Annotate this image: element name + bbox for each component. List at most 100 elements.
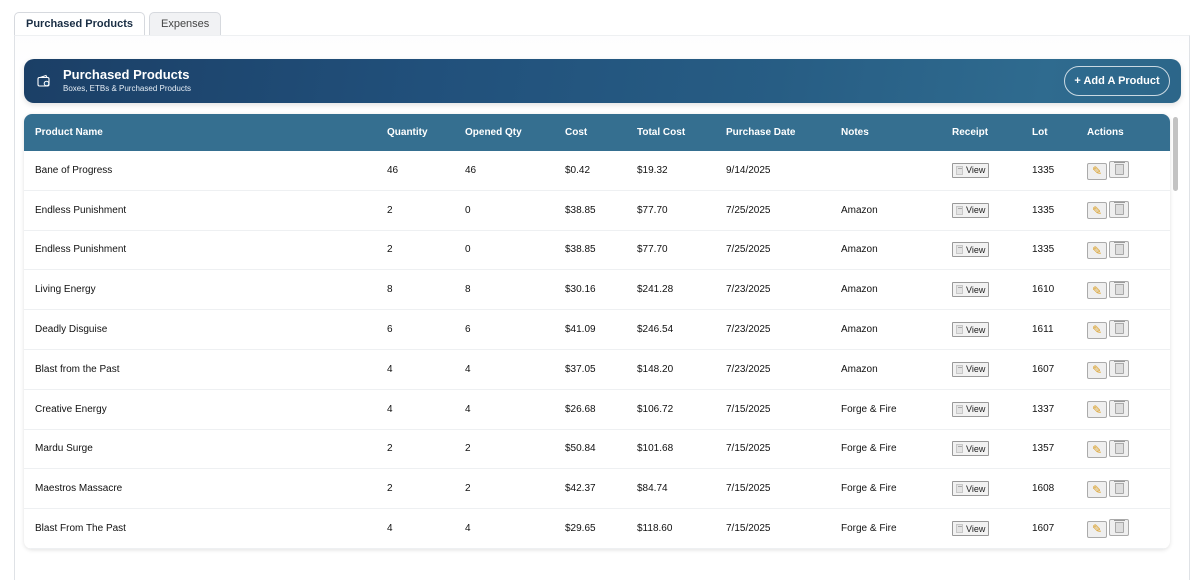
edit-button[interactable]: ✎ bbox=[1087, 441, 1107, 459]
view-receipt-button[interactable]: View bbox=[952, 521, 990, 537]
delete-button[interactable] bbox=[1109, 320, 1129, 338]
table-row: Bane of Progress 46 46 $0.42 $19.32 9/14… bbox=[24, 151, 1170, 191]
column-header-quantity: Quantity bbox=[387, 127, 428, 138]
delete-button[interactable] bbox=[1109, 200, 1129, 218]
cell-opened-qty: 4 bbox=[465, 523, 471, 535]
delete-button[interactable] bbox=[1109, 360, 1129, 378]
cell-product-name: Maestros Massacre bbox=[35, 483, 123, 495]
edit-button[interactable]: ✎ bbox=[1087, 162, 1107, 180]
cell-purchase-date: 7/23/2025 bbox=[726, 363, 771, 375]
column-header-total-cost: Total Cost bbox=[637, 127, 686, 138]
cell-actions: ✎ bbox=[1087, 280, 1157, 300]
cell-purchase-date: 9/14/2025 bbox=[726, 164, 771, 176]
trash-icon bbox=[1113, 400, 1125, 414]
tab-bar: Purchased Products Expenses bbox=[14, 12, 222, 37]
delete-button[interactable] bbox=[1109, 399, 1129, 417]
section-subtitle: Boxes, ETBs & Purchased Products bbox=[63, 84, 192, 93]
view-receipt-button[interactable]: View bbox=[952, 481, 990, 497]
delete-button[interactable] bbox=[1109, 280, 1129, 298]
delete-button[interactable] bbox=[1109, 439, 1129, 457]
cell-opened-qty: 8 bbox=[465, 284, 471, 296]
cell-quantity: 2 bbox=[387, 244, 393, 256]
table-row: Living Energy 8 8 $30.16 $241.28 7/23/20… bbox=[24, 270, 1170, 311]
view-receipt-button[interactable]: View bbox=[952, 441, 990, 457]
column-header-actions: Actions bbox=[1087, 127, 1124, 138]
view-receipt-label: View bbox=[966, 205, 986, 216]
cell-product-name: Deadly Disguise bbox=[35, 324, 108, 336]
trash-icon bbox=[1113, 281, 1125, 295]
view-receipt-button[interactable]: View bbox=[952, 202, 990, 218]
table-scrollbar[interactable] bbox=[1172, 114, 1180, 549]
cell-purchase-date: 7/15/2025 bbox=[726, 523, 771, 535]
trash-icon bbox=[1113, 321, 1125, 335]
view-receipt-button[interactable]: View bbox=[952, 361, 990, 377]
delete-button[interactable] bbox=[1109, 519, 1129, 537]
cell-quantity: 2 bbox=[387, 483, 393, 495]
view-receipt-button[interactable]: View bbox=[952, 282, 990, 298]
view-receipt-label: View bbox=[966, 165, 986, 176]
edit-button[interactable]: ✎ bbox=[1087, 401, 1107, 419]
edit-button[interactable]: ✎ bbox=[1087, 321, 1107, 339]
cell-actions: ✎ bbox=[1087, 439, 1157, 459]
table-body: Bane of Progress 46 46 $0.42 $19.32 9/14… bbox=[24, 151, 1170, 549]
view-receipt-button[interactable]: View bbox=[952, 322, 990, 338]
edit-button[interactable]: ✎ bbox=[1087, 481, 1107, 499]
cell-cost: $0.42 bbox=[565, 164, 591, 176]
cell-total-cost: $77.70 bbox=[637, 244, 668, 256]
cell-quantity: 8 bbox=[387, 284, 393, 296]
view-receipt-button[interactable]: View bbox=[952, 401, 990, 417]
cell-quantity: 2 bbox=[387, 443, 393, 455]
cell-cost: $38.85 bbox=[565, 204, 596, 216]
trash-icon bbox=[1113, 201, 1125, 215]
tab-purchased-products[interactable]: Purchased Products bbox=[14, 12, 145, 37]
cell-lot: 1607 bbox=[1032, 363, 1055, 375]
view-receipt-button[interactable]: View bbox=[952, 242, 990, 258]
table-row: Mardu Surge 2 2 $50.84 $101.68 7/15/2025… bbox=[24, 430, 1170, 470]
edit-button[interactable]: ✎ bbox=[1087, 361, 1107, 379]
view-receipt-label: View bbox=[966, 244, 986, 255]
cell-notes: Forge & Fire bbox=[841, 523, 897, 535]
delete-button[interactable] bbox=[1109, 479, 1129, 497]
cell-lot: 1335 bbox=[1032, 204, 1055, 216]
cell-quantity: 2 bbox=[387, 204, 393, 216]
cell-actions: ✎ bbox=[1087, 200, 1157, 220]
edit-button[interactable]: ✎ bbox=[1087, 282, 1107, 300]
cell-quantity: 6 bbox=[387, 324, 393, 336]
cell-purchase-date: 7/15/2025 bbox=[726, 483, 771, 495]
cell-cost: $26.68 bbox=[565, 403, 596, 415]
cell-actions: ✎ bbox=[1087, 360, 1157, 379]
document-icon bbox=[956, 524, 963, 534]
cell-cost: $41.09 bbox=[565, 324, 596, 336]
tab-expenses[interactable]: Expenses bbox=[148, 12, 222, 36]
cell-lot: 1610 bbox=[1032, 284, 1055, 296]
cell-quantity: 4 bbox=[387, 363, 393, 375]
cell-lot: 1335 bbox=[1032, 164, 1055, 176]
cell-receipt: View bbox=[952, 202, 1032, 218]
document-icon bbox=[956, 364, 963, 374]
cell-total-cost: $84.74 bbox=[637, 483, 668, 495]
cell-product-name: Mardu Surge bbox=[35, 443, 93, 455]
cell-total-cost: $77.70 bbox=[637, 204, 668, 216]
add-product-button[interactable]: + Add A Product bbox=[1064, 66, 1170, 96]
cell-receipt: View bbox=[952, 242, 1032, 258]
column-header-notes: Notes bbox=[841, 127, 869, 138]
cell-opened-qty: 2 bbox=[465, 443, 471, 455]
scrollbar-thumb[interactable] bbox=[1173, 117, 1178, 191]
pencil-icon: ✎ bbox=[1091, 323, 1103, 338]
edit-button[interactable]: ✎ bbox=[1087, 520, 1107, 538]
delete-button[interactable] bbox=[1109, 161, 1129, 179]
table-row: Endless Punishment 2 0 $38.85 $77.70 7/2… bbox=[24, 191, 1170, 231]
document-icon bbox=[956, 404, 963, 414]
trash-icon bbox=[1113, 162, 1125, 176]
cell-notes: Forge & Fire bbox=[841, 443, 897, 455]
view-receipt-button[interactable]: View bbox=[952, 162, 990, 178]
cell-receipt: View bbox=[952, 401, 1032, 417]
cell-notes: Amazon bbox=[841, 284, 878, 296]
pencil-icon: ✎ bbox=[1091, 442, 1103, 457]
edit-button[interactable]: ✎ bbox=[1087, 242, 1107, 260]
delete-button[interactable] bbox=[1109, 240, 1129, 258]
cell-cost: $37.05 bbox=[565, 363, 596, 375]
edit-button[interactable]: ✎ bbox=[1087, 202, 1107, 220]
cell-receipt: View bbox=[952, 282, 1032, 298]
cell-purchase-date: 7/23/2025 bbox=[726, 284, 771, 296]
